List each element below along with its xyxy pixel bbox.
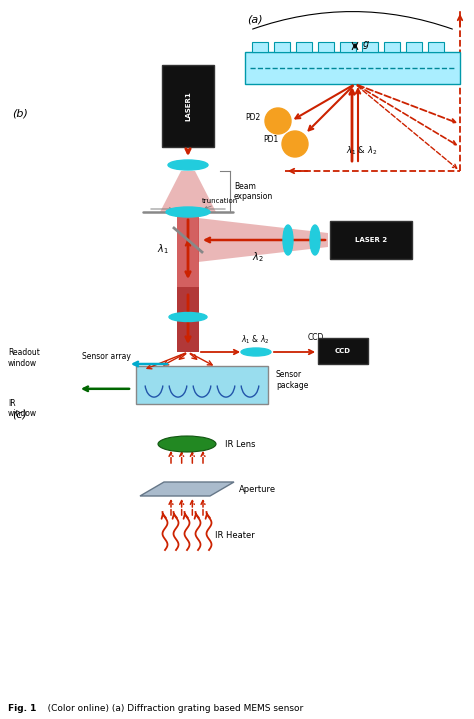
Text: truncation: truncation bbox=[202, 198, 238, 204]
Text: $g$: $g$ bbox=[362, 39, 370, 51]
Bar bbox=[340, 42, 356, 52]
Polygon shape bbox=[198, 218, 328, 262]
Text: (c): (c) bbox=[12, 409, 27, 419]
Bar bbox=[384, 42, 400, 52]
Bar bbox=[162, 65, 214, 147]
Ellipse shape bbox=[241, 348, 271, 356]
Bar bbox=[428, 42, 444, 52]
Text: Sensor
package: Sensor package bbox=[276, 370, 309, 390]
Text: $\lambda_1$: $\lambda_1$ bbox=[157, 242, 169, 257]
Bar bbox=[136, 366, 268, 404]
Text: Fig. 1: Fig. 1 bbox=[8, 704, 36, 713]
Polygon shape bbox=[177, 212, 199, 287]
Text: (a): (a) bbox=[247, 14, 263, 24]
Text: $\lambda_1$ & $\lambda_2$: $\lambda_1$ & $\lambda_2$ bbox=[241, 334, 270, 346]
Text: Readout
window: Readout window bbox=[8, 348, 40, 367]
Ellipse shape bbox=[283, 225, 293, 255]
Bar bbox=[245, 52, 460, 84]
Text: IR Lens: IR Lens bbox=[225, 439, 255, 449]
Text: Beam
expansion: Beam expansion bbox=[234, 182, 273, 201]
Bar bbox=[252, 42, 268, 52]
Text: CCD: CCD bbox=[335, 348, 351, 354]
Bar bbox=[406, 42, 422, 52]
Text: CCD: CCD bbox=[308, 333, 324, 342]
Bar bbox=[330, 221, 412, 259]
Text: PD1: PD1 bbox=[263, 135, 278, 145]
Text: (b): (b) bbox=[12, 109, 28, 119]
Text: (Color online) (a) Diffraction grating based MEMS sensor: (Color online) (a) Diffraction grating b… bbox=[39, 704, 303, 713]
Ellipse shape bbox=[310, 225, 320, 255]
Text: $\lambda_1$ & $\lambda_2$: $\lambda_1$ & $\lambda_2$ bbox=[346, 145, 378, 157]
Ellipse shape bbox=[169, 313, 207, 321]
Bar bbox=[274, 42, 290, 52]
Bar bbox=[318, 42, 334, 52]
Bar bbox=[318, 338, 368, 364]
Text: Sensor array: Sensor array bbox=[82, 352, 131, 360]
Text: IR Heater: IR Heater bbox=[215, 531, 255, 541]
Polygon shape bbox=[177, 287, 199, 352]
Polygon shape bbox=[160, 171, 216, 212]
Ellipse shape bbox=[168, 160, 208, 170]
Bar bbox=[362, 42, 378, 52]
Text: $\lambda_2$: $\lambda_2$ bbox=[252, 250, 264, 264]
Circle shape bbox=[265, 108, 291, 134]
Text: PD2: PD2 bbox=[246, 112, 261, 122]
Ellipse shape bbox=[158, 436, 216, 452]
Text: LASER1: LASER1 bbox=[185, 91, 191, 121]
Circle shape bbox=[282, 131, 308, 157]
Bar bbox=[296, 42, 312, 52]
Ellipse shape bbox=[166, 207, 210, 217]
Text: Aperture: Aperture bbox=[239, 485, 276, 493]
Text: IR
window: IR window bbox=[8, 399, 37, 418]
Polygon shape bbox=[140, 482, 234, 496]
Text: LASER 2: LASER 2 bbox=[355, 237, 387, 243]
